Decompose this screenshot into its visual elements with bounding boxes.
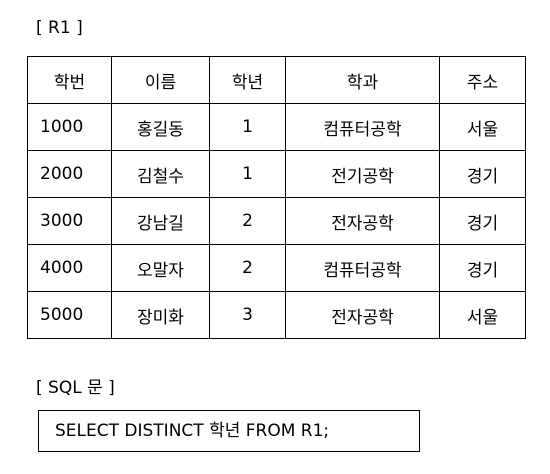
table-row: 5000 장미화 3 전자공학 서울 — [27, 291, 526, 339]
cell-grade: 1 — [209, 103, 286, 151]
cell-address: 서울 — [439, 103, 526, 151]
cell-address: 경기 — [439, 197, 526, 245]
table-row: 4000 오말자 2 컴퓨터공학 경기 — [27, 244, 526, 292]
header-department: 학과 — [285, 56, 440, 104]
cell-address: 경기 — [439, 150, 526, 198]
header-address: 주소 — [439, 56, 526, 104]
cell-name: 강남길 — [111, 197, 210, 245]
table-row: 1000 홍길동 1 컴퓨터공학 서울 — [27, 103, 526, 151]
cell-student-id: 1000 — [27, 103, 112, 151]
header-grade: 학년 — [209, 56, 286, 104]
cell-name: 장미화 — [111, 291, 210, 339]
cell-name: 홍길동 — [111, 103, 210, 151]
cell-address: 경기 — [439, 244, 526, 292]
cell-student-id: 5000 — [27, 291, 112, 339]
table-row: 2000 김철수 1 전기공학 경기 — [27, 150, 526, 198]
sql-statement-box: SELECT DISTINCT 학년 FROM R1; — [38, 410, 420, 452]
sql-label: [ SQL 문 ] — [36, 378, 115, 398]
cell-name: 김철수 — [111, 150, 210, 198]
cell-student-id: 2000 — [27, 150, 112, 198]
table-header-row: 학번 이름 학년 학과 주소 — [27, 56, 526, 104]
cell-department: 전자공학 — [285, 197, 440, 245]
relation-label: [ R1 ] — [36, 18, 83, 38]
header-student-id: 학번 — [27, 56, 112, 104]
cell-address: 서울 — [439, 291, 526, 339]
cell-grade: 3 — [209, 291, 286, 339]
cell-grade: 1 — [209, 150, 286, 198]
relation-table: 학번 이름 학년 학과 주소 1000 홍길동 1 컴퓨터공학 서울 2000 … — [27, 56, 526, 339]
table-row: 3000 강남길 2 전자공학 경기 — [27, 197, 526, 245]
cell-name: 오말자 — [111, 244, 210, 292]
header-name: 이름 — [111, 56, 210, 104]
cell-department: 전자공학 — [285, 291, 440, 339]
cell-grade: 2 — [209, 244, 286, 292]
cell-department: 컴퓨터공학 — [285, 244, 440, 292]
cell-department: 컴퓨터공학 — [285, 103, 440, 151]
cell-department: 전기공학 — [285, 150, 440, 198]
cell-student-id: 3000 — [27, 197, 112, 245]
cell-grade: 2 — [209, 197, 286, 245]
cell-student-id: 4000 — [27, 244, 112, 292]
